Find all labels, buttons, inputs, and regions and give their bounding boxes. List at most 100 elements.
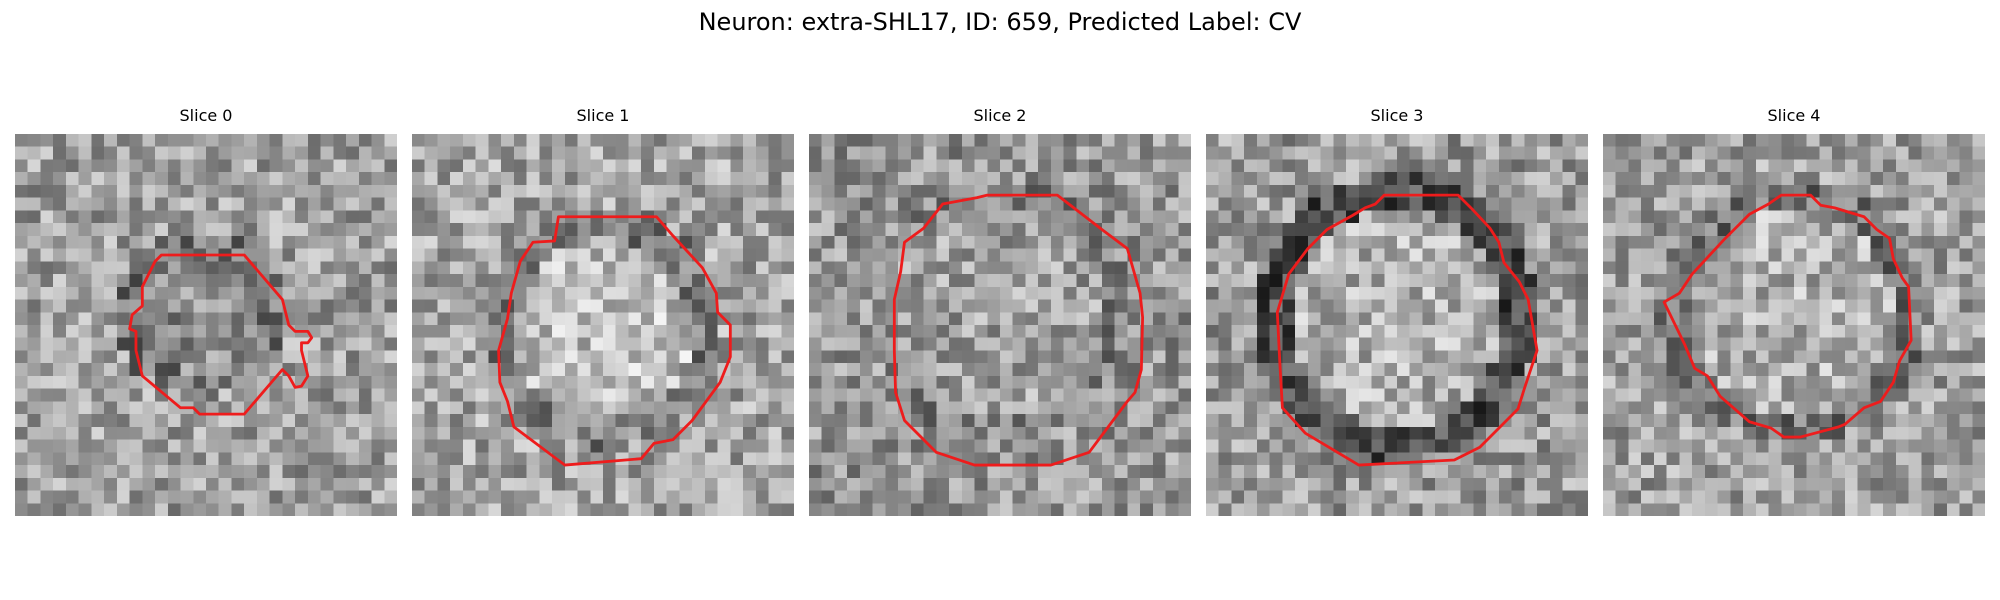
image-pixel [1794,465,1807,479]
image-pixel [641,337,655,351]
image-pixel [1717,286,1731,300]
image-pixel [1152,375,1166,389]
image-pixel [577,235,591,249]
image-pixel [1704,325,1718,338]
image-pixel [1603,146,1616,160]
image-pixel [1921,426,1935,440]
image-pixel [40,477,54,491]
image-pixel [653,414,667,428]
image-pixel [1832,375,1846,389]
image-pixel [1972,337,1985,351]
image-pixel [282,184,296,198]
image-pixel [424,350,438,364]
image-pixel [1397,363,1410,377]
image-pixel [1397,134,1410,147]
image-pixel [371,286,385,300]
image-pixel [1666,299,1680,313]
image-pixel [730,286,744,300]
image-pixel [1165,477,1179,491]
image-pixel [104,248,118,262]
image-pixel [513,325,527,338]
image-pixel [307,159,321,173]
image-pixel [1498,503,1512,516]
image-pixel [1460,325,1474,338]
image-pixel [437,146,451,160]
image-pixel [847,337,861,351]
image-pixel [628,146,642,160]
image-pixel [628,261,642,275]
image-pixel [615,414,629,428]
image-pixel [488,388,502,402]
image-pixel [1755,375,1769,389]
image-pixel [475,337,489,351]
image-pixel [1908,414,1922,428]
image-pixel [539,197,553,211]
image-pixel [1921,261,1935,275]
image-pixel [1781,235,1795,249]
image-pixel [1178,184,1191,198]
image-pixel [1768,299,1782,313]
image-pixel [27,414,41,428]
image-pixel [91,184,105,198]
image-pixel [1206,172,1219,186]
image-pixel [653,274,667,288]
image-pixel [1768,312,1782,326]
image-pixel [1435,172,1449,186]
image-pixel [384,325,397,338]
image-pixel [577,401,591,415]
image-pixel [1946,325,1960,338]
image-pixel [539,350,553,364]
image-pixel [104,286,118,300]
image-pixel [1127,146,1141,160]
image-pixel [1295,286,1309,300]
image-pixel [1781,325,1795,338]
image-pixel [1692,503,1706,516]
image-pixel [1895,388,1909,402]
image-pixel [539,465,553,479]
image-pixel [1244,159,1258,173]
image-pixel [692,490,706,504]
image-pixel [821,172,835,186]
image-pixel [412,490,425,504]
image-pixel [206,375,219,389]
image-pixel [923,337,937,351]
image-pixel [269,210,283,224]
image-pixel [307,146,321,160]
image-pixel [1934,388,1948,402]
image-pixel [1575,159,1588,173]
image-pixel [116,350,130,364]
image-pixel [1333,146,1347,160]
image-pixel [437,261,451,275]
image-pixel [821,337,835,351]
image-pixel [1140,465,1154,479]
image-pixel [1218,197,1232,211]
image-pixel [307,337,321,351]
image-pixel [1218,350,1232,364]
image-pixel [437,465,451,479]
image-pixel [269,477,283,491]
image-pixel [384,312,397,326]
image-pixel [282,172,296,186]
image-pixel [371,363,385,377]
image-pixel [218,363,232,377]
image-pixel [923,452,937,466]
image-pixel [1127,452,1141,466]
image-pixel [218,325,232,338]
image-pixel [1537,286,1551,300]
image-pixel [781,235,794,249]
image-pixel [1206,465,1219,479]
image-pixel [898,350,912,364]
image-pixel [961,477,975,491]
image-pixel [949,426,963,440]
image-pixel [424,248,438,262]
image-pixel [987,299,1001,313]
image-pixel [218,210,232,224]
image-pixel [1333,490,1347,504]
image-pixel [65,286,79,300]
image-pixel [104,465,118,479]
image-pixel [809,337,822,351]
image-pixel [282,477,296,491]
image-pixel [821,134,835,147]
image-pixel [1628,439,1642,453]
image-pixel [1549,490,1563,504]
